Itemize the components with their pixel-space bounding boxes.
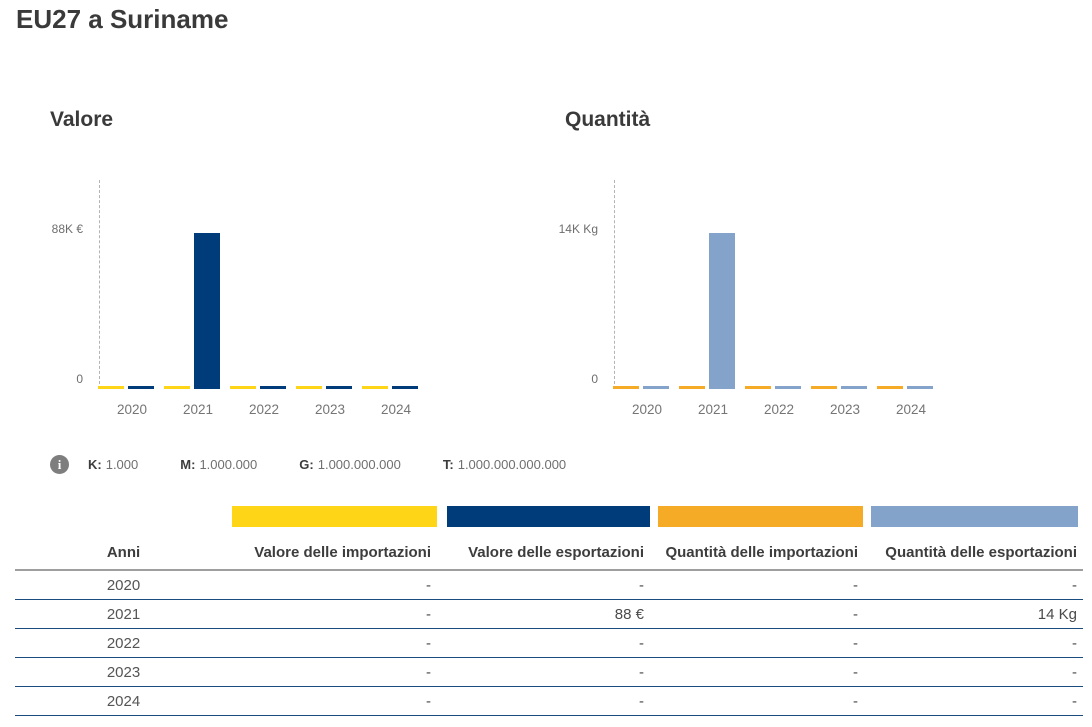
cell-valore-importazioni-2022: - xyxy=(232,628,437,658)
chart-quantita-yzero-label: 0 xyxy=(591,372,598,386)
chart-valore: Valore 88K € 0 2020 2021 2022 2023 2024 xyxy=(0,100,515,435)
quantita-importazioni-bar-2021[interactable] xyxy=(679,386,705,389)
valore-esportazioni-bar-2020[interactable] xyxy=(128,386,154,389)
cell-valore-importazioni-2024: - xyxy=(232,686,437,716)
cell-anni-2020: 2020 xyxy=(15,570,232,600)
quantita-esportazioni-bar-2023[interactable] xyxy=(841,386,867,389)
quantita-esportazioni-bar-2024[interactable] xyxy=(907,386,933,389)
cell-anni-2021: 2021 xyxy=(15,599,232,629)
unit-t-label: T: xyxy=(442,457,454,472)
cell-quantita-importazioni-2021: - xyxy=(650,599,864,629)
unit-g-label: G: xyxy=(299,457,314,472)
cell-valore-esportazioni-2021: 88 € xyxy=(437,599,650,629)
legend-swatch-quantita-esportazioni xyxy=(871,506,1078,527)
quantita-importazioni-bar-2022[interactable] xyxy=(745,386,771,389)
valore-esportazioni-bar-2024[interactable] xyxy=(392,386,418,389)
quantita-x-label-2023: 2023 xyxy=(829,402,861,417)
cell-valore-importazioni-2021: - xyxy=(232,599,437,629)
valore-x-label-2024: 2024 xyxy=(380,402,412,417)
quantita-x-label-2024: 2024 xyxy=(895,402,927,417)
trade-data-table: Anni Valore delle importazioni Valore de… xyxy=(15,538,1083,716)
legend-swatch-quantita-importazioni xyxy=(658,506,863,527)
table-row-2020: 2020- - - - xyxy=(15,570,1083,600)
cell-anni-2023: 2023 xyxy=(15,657,232,687)
cell-quantita-importazioni-2022: - xyxy=(650,628,864,658)
cell-valore-esportazioni-2023: - xyxy=(437,657,650,687)
quantita-esportazioni-bar-2020[interactable] xyxy=(643,386,669,389)
chart-valore-plot-area xyxy=(98,180,455,389)
unit-legend-item-t: T: 1.000.000.000.000 xyxy=(443,457,566,472)
chart-quantita-x-axis: 2020 2021 2022 2023 2024 xyxy=(614,402,969,422)
cell-valore-importazioni-2020: - xyxy=(232,570,437,600)
valore-esportazioni-bar-2022[interactable] xyxy=(260,386,286,389)
column-header-valore-esportazioni: Valore delle esportazioni xyxy=(437,538,650,571)
column-header-quantita-esportazioni: Quantità delle esportazioni xyxy=(864,538,1083,571)
chart-quantita-title: Quantità xyxy=(565,108,651,131)
cell-valore-esportazioni-2024: - xyxy=(437,686,650,716)
table-row-2023: 2023- - - - xyxy=(15,657,1083,687)
chart-quantita-ymax-label: 14K Kg xyxy=(558,222,598,236)
chart-valore-title: Valore xyxy=(50,108,114,131)
table-header-row: Anni Valore delle importazioni Valore de… xyxy=(15,538,1083,571)
cell-quantita-esportazioni-2020: - xyxy=(864,570,1083,600)
column-header-valore-importazioni: Valore delle importazioni xyxy=(232,538,437,571)
valore-importazioni-bar-2021[interactable] xyxy=(164,386,190,389)
valore-importazioni-bar-2022[interactable] xyxy=(230,386,256,389)
unit-m-value: 1.000.000 xyxy=(199,457,258,472)
quantita-x-label-2020: 2020 xyxy=(631,402,663,417)
chart-valore-x-axis: 2020 2021 2022 2023 2024 xyxy=(99,402,454,422)
page-title: EU27 a Suriname xyxy=(16,4,229,34)
cell-valore-importazioni-2023: - xyxy=(232,657,437,687)
valore-x-label-2022: 2022 xyxy=(248,402,280,417)
unit-m-label: M: xyxy=(180,457,196,472)
unit-t-value: 1.000.000.000.000 xyxy=(457,457,567,472)
column-header-quantita-importazioni: Quantità delle importazioni xyxy=(650,538,864,571)
valore-importazioni-bar-2020[interactable] xyxy=(98,386,124,389)
quantita-esportazioni-bar-2022[interactable] xyxy=(775,386,801,389)
quantita-esportazioni-bar-2021[interactable] xyxy=(709,233,735,389)
valore-esportazioni-bar-2023[interactable] xyxy=(326,386,352,389)
cell-quantita-importazioni-2020: - xyxy=(650,570,864,600)
unit-legend-item-g: G: 1.000.000.000 xyxy=(299,457,401,472)
chart-quantita-plot-area xyxy=(613,180,970,389)
column-header-anni: Anni xyxy=(15,538,232,571)
cell-anni-2022: 2022 xyxy=(15,628,232,658)
quantita-importazioni-bar-2024[interactable] xyxy=(877,386,903,389)
cell-quantita-esportazioni-2024: - xyxy=(864,686,1083,716)
table-row-2022: 2022- - - - xyxy=(15,628,1083,658)
cell-quantita-esportazioni-2022: - xyxy=(864,628,1083,658)
chart-valore-yzero-label: 0 xyxy=(76,372,83,386)
valore-x-label-2020: 2020 xyxy=(116,402,148,417)
chart-valore-ymax-label: 88K € xyxy=(51,222,83,236)
legend-swatch-valore-esportazioni xyxy=(447,506,650,527)
legend-swatch-valore-importazioni xyxy=(232,506,437,527)
unit-legend-item-k: K: 1.000 xyxy=(88,457,138,472)
unit-k-value: 1.000 xyxy=(105,457,139,472)
unit-g-value: 1.000.000.000 xyxy=(317,457,401,472)
valore-x-label-2023: 2023 xyxy=(314,402,346,417)
valore-esportazioni-bar-2021[interactable] xyxy=(194,233,220,389)
unit-legend-item-m: M: 1.000.000 xyxy=(180,457,257,472)
valore-importazioni-bar-2023[interactable] xyxy=(296,386,322,389)
cell-valore-esportazioni-2022: - xyxy=(437,628,650,658)
quantita-importazioni-bar-2023[interactable] xyxy=(811,386,837,389)
valore-x-label-2021: 2021 xyxy=(182,402,214,417)
table-row-2021: 2021-88 € -14 Kg xyxy=(15,599,1083,629)
info-icon[interactable]: i xyxy=(50,455,69,474)
quantita-x-label-2022: 2022 xyxy=(763,402,795,417)
chart-quantita: Quantità 14K Kg 0 2020 2021 2022 2023 2024 xyxy=(515,100,1030,435)
cell-quantita-importazioni-2023: - xyxy=(650,657,864,687)
cell-quantita-importazioni-2024: - xyxy=(650,686,864,716)
cell-quantita-esportazioni-2023: - xyxy=(864,657,1083,687)
table-row-2024: 2024- - - - xyxy=(15,686,1083,716)
cell-quantita-esportazioni-2021: 14 Kg xyxy=(864,599,1083,629)
quantita-x-label-2021: 2021 xyxy=(697,402,729,417)
cell-anni-2024: 2024 xyxy=(15,686,232,716)
valore-importazioni-bar-2024[interactable] xyxy=(362,386,388,389)
quantita-importazioni-bar-2020[interactable] xyxy=(613,386,639,389)
cell-valore-esportazioni-2020: - xyxy=(437,570,650,600)
unit-legend: K: 1.000 M: 1.000.000 G: 1.000.000.000 T: 1.… xyxy=(88,457,566,472)
unit-k-label: K: xyxy=(88,457,102,472)
